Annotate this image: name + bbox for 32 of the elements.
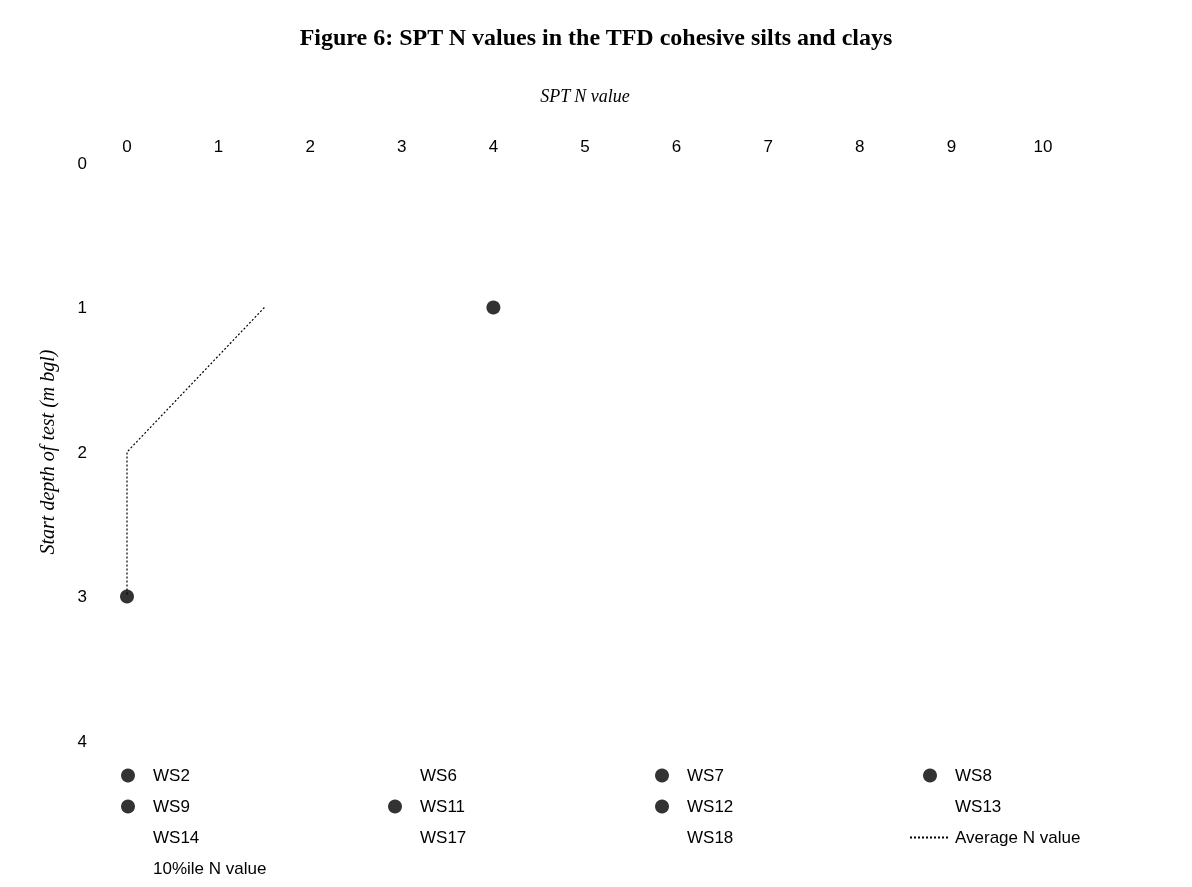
x-tick-label: 1	[213, 137, 224, 156]
y-tick-label: 2	[77, 442, 87, 462]
x-tick-label: 10	[1033, 137, 1053, 156]
x-axis-title: SPT N value	[540, 86, 630, 106]
x-tick-label: 4	[488, 137, 499, 156]
y-tick-label: 1	[77, 298, 87, 317]
legend-label: WS11	[420, 797, 466, 816]
x-tick-label: 8	[855, 137, 865, 156]
text: WS17	[420, 828, 467, 847]
y-axis-title: Start depth of test (m bgl)	[36, 349, 59, 555]
x-tick-label: 2	[305, 137, 315, 156]
legend-label: WS9	[153, 797, 190, 816]
legend-label: WS7	[687, 766, 724, 785]
chart-title: Figure 6: SPT N values in the TFD cohesive silts and clays	[299, 24, 893, 50]
legend-label: WS2	[153, 766, 190, 785]
y-tick-label: 3	[77, 587, 87, 606]
text: WS18	[687, 828, 734, 847]
text: WS6	[420, 766, 457, 785]
text: WS13	[955, 797, 1002, 816]
x-tick-label: 9	[946, 137, 957, 156]
text: 10%ile N value	[153, 859, 267, 878]
x-tick-label: 6	[671, 137, 682, 156]
x-tick-label: 3	[397, 137, 407, 156]
legend-label: WS12	[687, 797, 734, 816]
x-tick-label: 5	[580, 137, 590, 156]
x-tick-label: 0	[122, 137, 132, 156]
y-tick-label: 0	[77, 153, 87, 173]
text: WS14	[153, 828, 200, 847]
x-tick-label: 7	[763, 137, 773, 156]
legend-label: WS8	[955, 766, 992, 785]
legend-label: Average N value	[955, 828, 1081, 847]
y-tick-label: 4	[77, 731, 87, 751]
